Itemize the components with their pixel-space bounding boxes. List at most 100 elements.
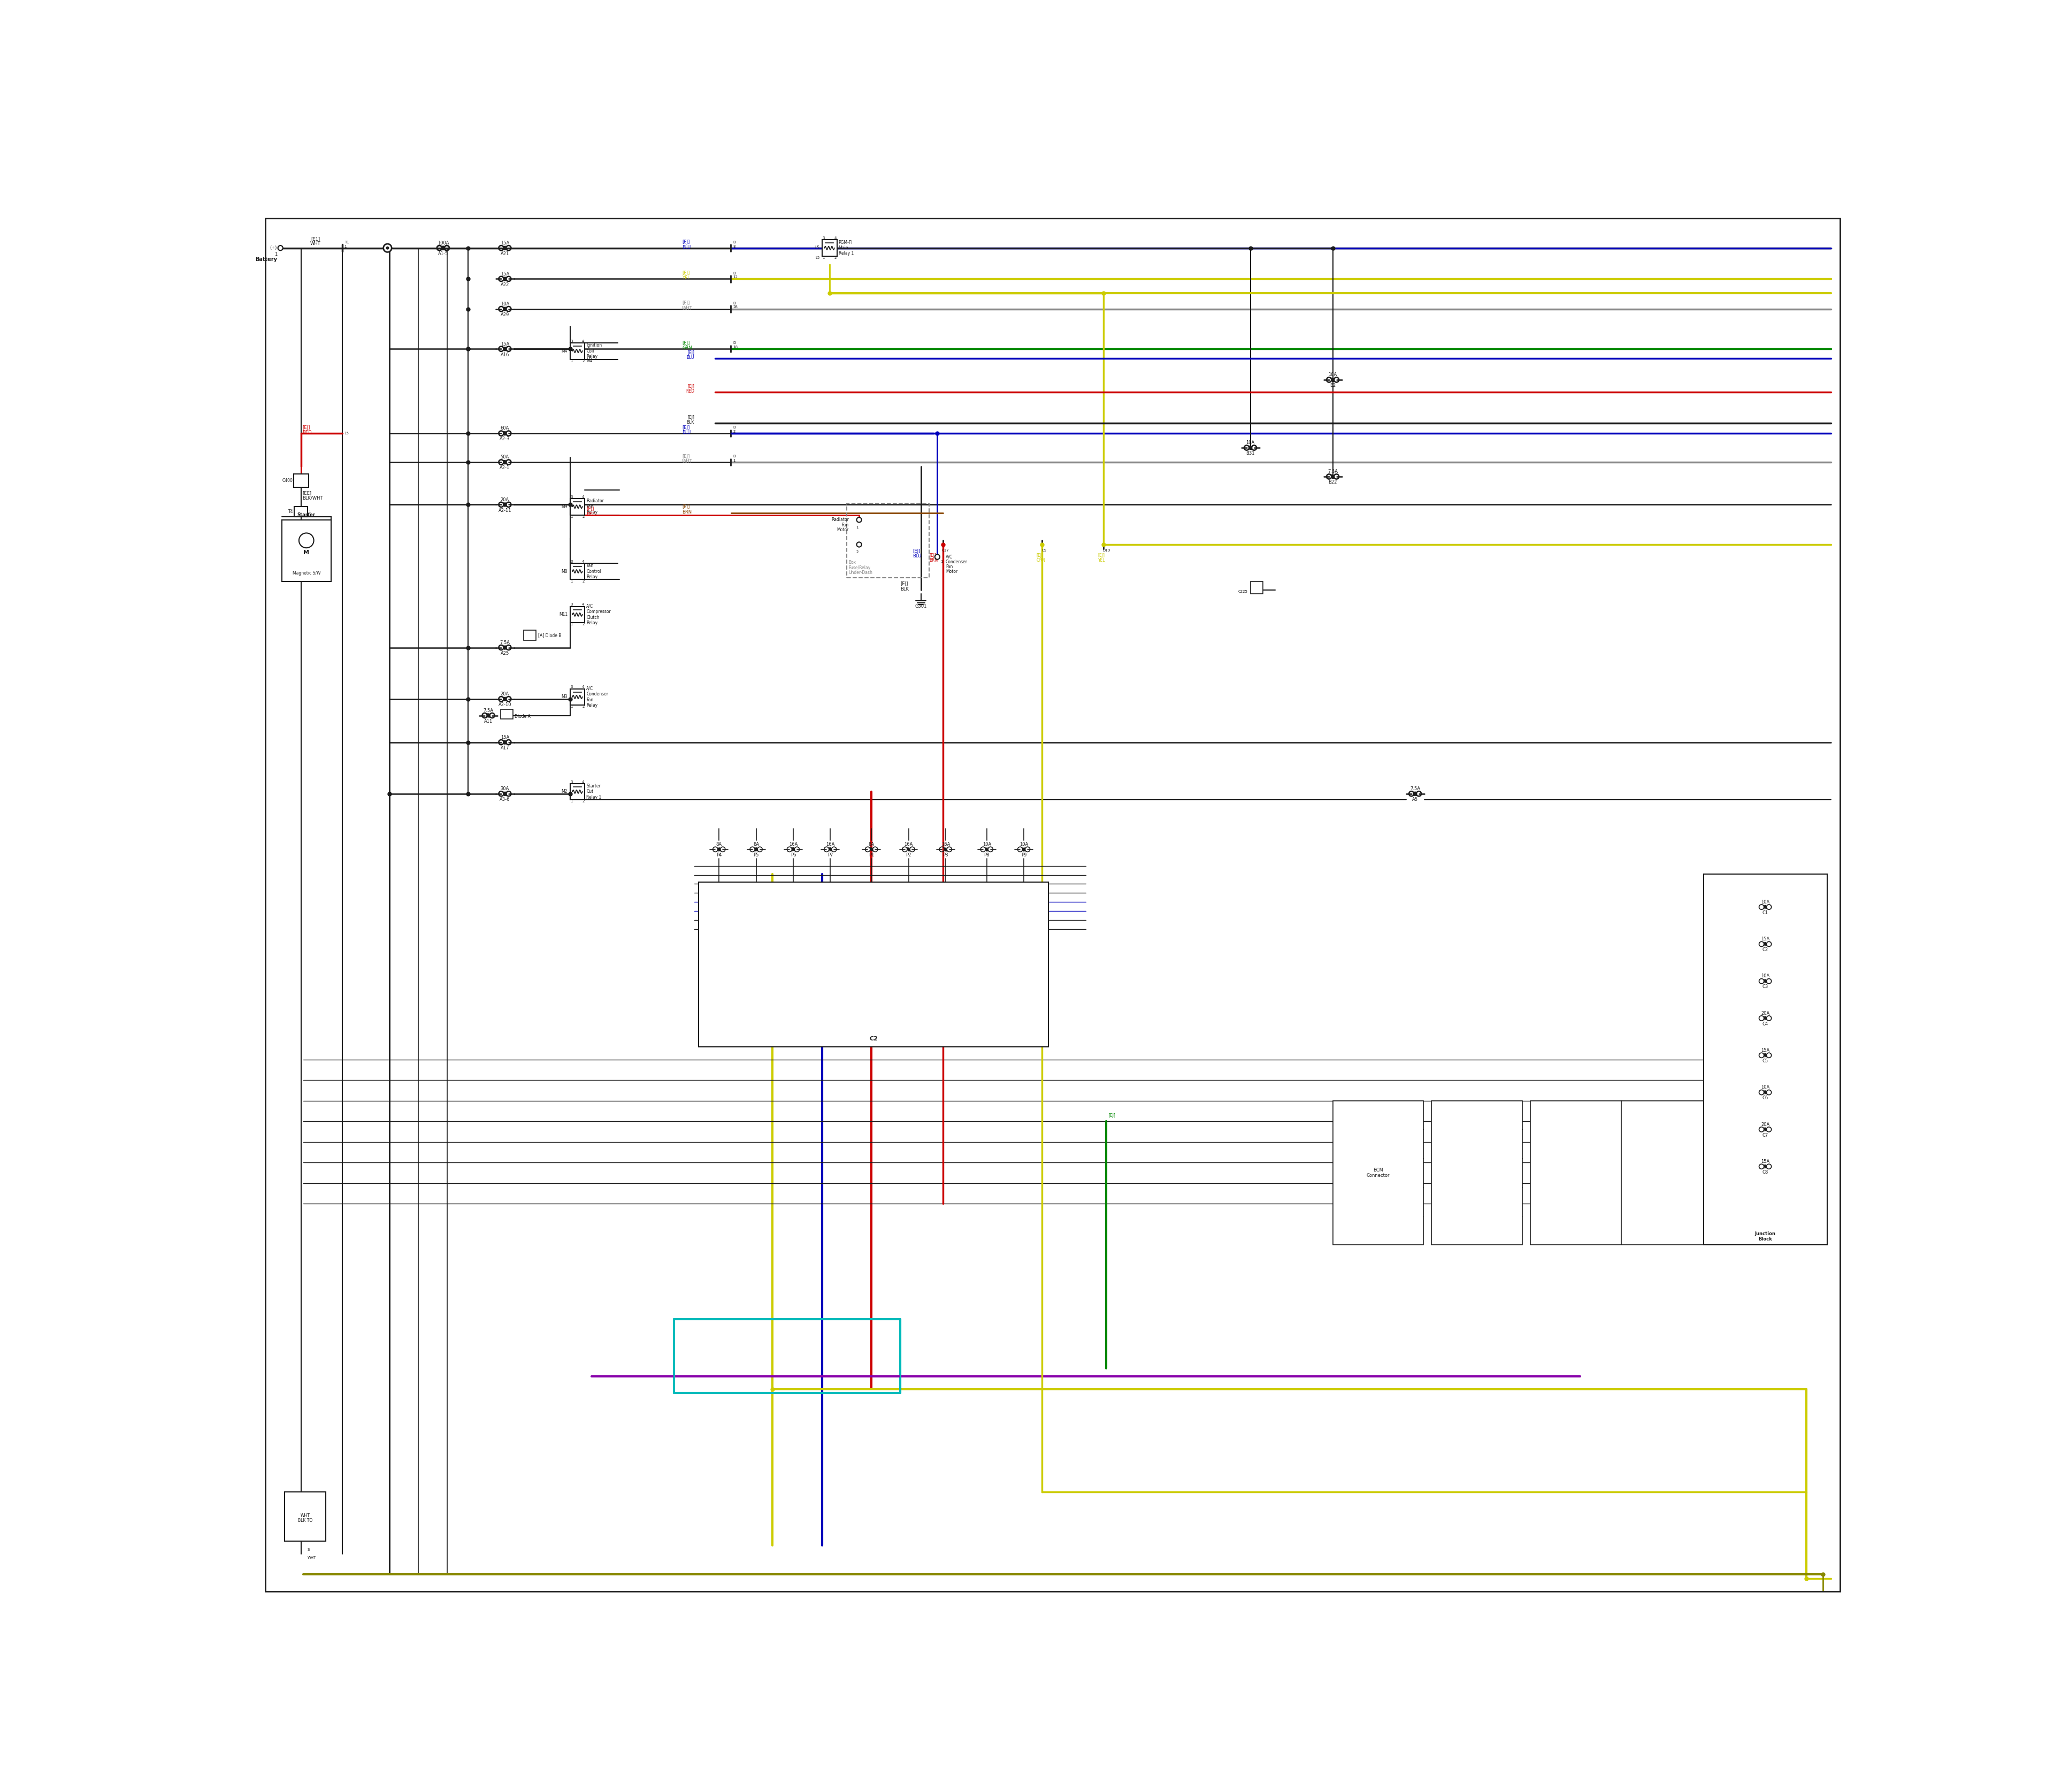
Text: BLU: BLU: [912, 554, 922, 559]
Text: S: S: [308, 1548, 310, 1552]
Text: Starter: Starter: [298, 513, 316, 518]
Text: 28: 28: [733, 306, 737, 308]
Text: PGM-FI
Main
Relay 1: PGM-FI Main Relay 1: [838, 240, 854, 256]
Bar: [569, 342, 585, 358]
Text: B22: B22: [1329, 480, 1337, 486]
Text: 15A: 15A: [1760, 1159, 1771, 1165]
Bar: [1432, 1100, 1522, 1245]
Text: Fan: Fan: [842, 523, 848, 527]
Text: Battery: Battery: [255, 256, 277, 262]
Text: [EJ]: [EJ]: [682, 340, 690, 346]
Text: D: D: [733, 342, 735, 344]
Text: 3: 3: [571, 686, 573, 688]
Text: [EJ]: [EJ]: [682, 505, 690, 509]
Text: 15A: 15A: [501, 240, 509, 246]
Text: Box: Box: [848, 561, 857, 564]
Text: 3: 3: [571, 780, 573, 783]
Text: A/C: A/C: [945, 554, 953, 559]
Text: 1: 1: [822, 256, 826, 260]
Text: C9: C9: [1041, 548, 1048, 552]
Text: Magnetic S/W: Magnetic S/W: [292, 572, 320, 575]
Text: ORN: ORN: [1035, 557, 1045, 563]
Text: [EJ]: [EJ]: [682, 425, 690, 430]
Text: 7.5A: 7.5A: [483, 708, 493, 713]
Text: [EJ]: [EJ]: [1035, 554, 1043, 557]
Text: 30A: 30A: [501, 787, 509, 792]
Text: 7.5A: 7.5A: [1327, 470, 1337, 475]
Text: 2: 2: [733, 430, 735, 434]
Text: 1: 1: [733, 459, 735, 462]
Text: 10A: 10A: [1760, 973, 1771, 978]
Text: A2-11: A2-11: [499, 507, 511, 513]
Text: D10: D10: [1103, 548, 1109, 552]
Text: P2: P2: [906, 853, 912, 858]
Circle shape: [386, 247, 388, 249]
Text: 50A: 50A: [501, 455, 509, 459]
Text: [EJ]: [EJ]: [587, 507, 594, 511]
Text: 15A: 15A: [501, 342, 509, 346]
Text: P8: P8: [984, 853, 990, 858]
Text: WHT: WHT: [300, 1514, 310, 1518]
Text: [EJ]: [EJ]: [688, 383, 694, 389]
Text: [EJ]: [EJ]: [688, 349, 694, 355]
Text: 15A: 15A: [501, 272, 509, 276]
Text: 1: 1: [345, 246, 347, 247]
Text: Ignition
Coil
Relay: Ignition Coil Relay: [587, 342, 602, 358]
Bar: [294, 507, 308, 516]
Circle shape: [384, 244, 392, 253]
Text: [EJ]: [EJ]: [302, 425, 310, 430]
Text: C6: C6: [1762, 1095, 1768, 1100]
Text: Radiator
Fan
Relay: Radiator Fan Relay: [587, 498, 604, 514]
Text: C1: C1: [1762, 910, 1768, 916]
Text: 2: 2: [581, 799, 585, 803]
Text: 3: 3: [571, 604, 573, 606]
Bar: [698, 882, 1048, 1047]
Text: BLK/WHT: BLK/WHT: [302, 496, 322, 500]
Text: 15A: 15A: [1760, 937, 1771, 941]
Text: 2: 2: [581, 514, 585, 518]
Text: A11: A11: [485, 719, 493, 724]
Text: 16A: 16A: [789, 842, 797, 848]
Text: P7: P7: [828, 853, 834, 858]
Text: M8: M8: [561, 568, 567, 573]
Text: [EJ]: [EJ]: [688, 416, 694, 419]
Text: 4: 4: [834, 237, 836, 240]
Text: 1: 1: [571, 358, 573, 362]
Text: Junction
Block: Junction Block: [1754, 1231, 1775, 1242]
Text: WHT: WHT: [682, 459, 692, 464]
Text: BRN: BRN: [928, 557, 939, 563]
Bar: [822, 240, 836, 256]
Text: 7.5A: 7.5A: [499, 640, 509, 645]
Bar: [1530, 1100, 1621, 1245]
Text: Fuse/Relay: Fuse/Relay: [848, 564, 871, 570]
Text: C8: C8: [1762, 1170, 1768, 1176]
Bar: [294, 475, 308, 487]
Text: B31: B31: [1247, 452, 1255, 455]
Text: P9: P9: [1021, 853, 1027, 858]
Text: C225: C225: [1239, 590, 1249, 593]
Text: 20A: 20A: [501, 692, 509, 697]
Text: WHT: WHT: [310, 242, 320, 246]
Text: A2-1: A2-1: [499, 466, 509, 470]
Text: A22: A22: [501, 283, 509, 287]
Bar: [524, 631, 536, 640]
Circle shape: [935, 554, 941, 559]
Text: C7: C7: [1762, 1133, 1768, 1138]
Text: Fan
Control
Relay: Fan Control Relay: [587, 563, 602, 579]
Circle shape: [857, 543, 861, 547]
Text: M: M: [304, 550, 310, 556]
Text: A5: A5: [1413, 797, 1417, 803]
Text: M4: M4: [587, 358, 594, 364]
Bar: [569, 498, 585, 514]
Text: A/C
Compressor
Clutch
Relay: A/C Compressor Clutch Relay: [587, 604, 610, 625]
Text: P3: P3: [943, 853, 949, 858]
Text: C5: C5: [1762, 1059, 1768, 1063]
Text: M: M: [304, 538, 308, 543]
Text: 10A: 10A: [1247, 441, 1255, 444]
Bar: [674, 1319, 900, 1392]
Text: 3: 3: [571, 559, 573, 563]
Bar: [569, 783, 585, 799]
Text: P4: P4: [717, 853, 721, 858]
Text: [EE]: [EE]: [302, 491, 312, 495]
Bar: [501, 710, 514, 719]
